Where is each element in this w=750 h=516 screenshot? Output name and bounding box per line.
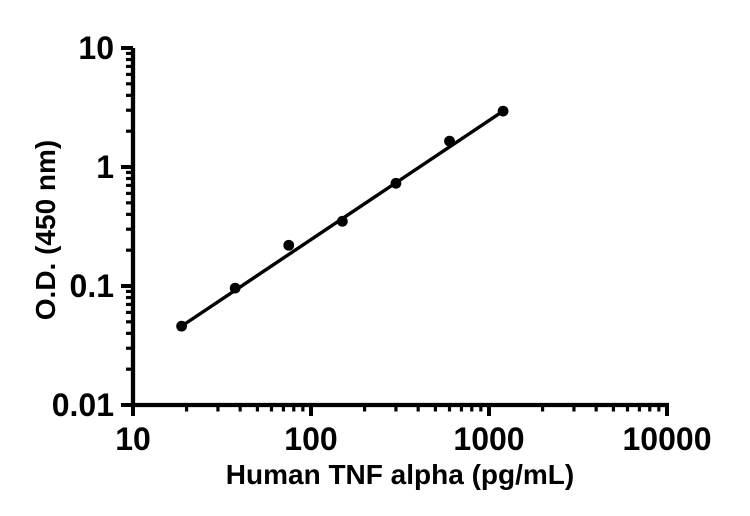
data-point (444, 135, 455, 147)
x-tick-label: 1000 (453, 421, 524, 457)
y-tick-label: 0.1 (70, 268, 114, 304)
data-point (229, 282, 241, 294)
y-tick-label: 0.01 (52, 387, 114, 423)
y-tick-label: 1 (96, 149, 114, 185)
y-axis-title: O.D. (450 nm) (30, 139, 61, 321)
y-tick-label: 10 (78, 30, 114, 66)
data-point (283, 239, 295, 251)
x-tick-label: 10 (115, 421, 151, 457)
data-point (336, 215, 348, 227)
data-point (390, 177, 402, 189)
data-point (176, 320, 187, 332)
data-point (497, 105, 509, 117)
x-tick-label: 10000 (623, 421, 712, 457)
x-axis-title: Human TNF alpha (pg/mL) (225, 459, 575, 490)
x-tick-label: 100 (284, 421, 337, 457)
